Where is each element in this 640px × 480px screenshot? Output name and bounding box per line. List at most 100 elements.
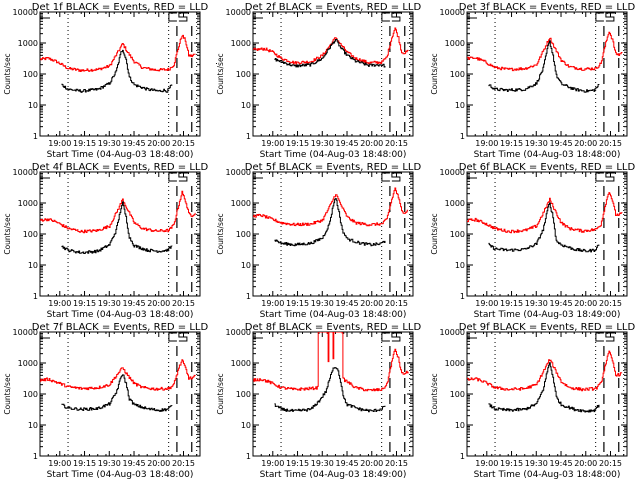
series-lld-line	[467, 192, 623, 234]
x-tick-label: 20:00	[147, 459, 170, 468]
x-tick-label: 19:30	[525, 459, 548, 468]
x-tick-label: 20:00	[147, 139, 170, 148]
x-tick-label: 20:00	[574, 299, 597, 308]
y-tick-label: 100	[23, 70, 38, 79]
x-axis-label: Start Time (04-Aug-03 18:48:00)	[47, 150, 194, 160]
panel-title: Det 1f BLACK = Events, RED = LLD	[32, 2, 209, 13]
e-marker-bracket	[381, 332, 390, 342]
x-tick-label: 19:45	[335, 459, 358, 468]
y-tick-label: 100	[236, 390, 251, 399]
y-tick-label: 10000	[226, 168, 251, 177]
x-tick-label: 19:30	[311, 139, 334, 148]
plot-frame	[466, 171, 628, 297]
x-axis-label: Start Time (04-Aug-03 18:49:00)	[260, 470, 407, 480]
x-tick-label: 19:00	[48, 139, 71, 148]
series-events-line	[488, 40, 600, 93]
x-tick-label: 19:45	[549, 299, 572, 308]
y-axis-label: Counts/sec	[3, 213, 12, 254]
e-marker-bracket	[168, 332, 177, 342]
x-tick-label: 19:30	[98, 459, 121, 468]
series-lld-line	[40, 190, 196, 234]
y-tick-label: 10	[241, 101, 251, 110]
y-tick-label: 10	[28, 261, 38, 270]
stray-dot	[216, 63, 217, 64]
series-group	[40, 190, 196, 254]
x-axis-label: Start Time (04-Aug-03 18:48:00)	[260, 310, 407, 320]
y-tick-label: 1	[33, 452, 38, 461]
x-tick-label: 19:15	[73, 299, 96, 308]
panel-det-7f: Det 7f BLACK = Events, RED = LLD 1 10 100 10…	[3, 322, 208, 480]
x-axis-label: Start Time (04-Aug-03 18:48:00)	[47, 470, 194, 480]
y-tick-label: 10000	[440, 328, 465, 337]
series-lld-line	[40, 359, 196, 391]
e-marker-bracket	[381, 172, 390, 182]
s-marker-bracket	[605, 332, 615, 342]
y-tick-label: 100	[236, 230, 251, 239]
e-marker-bracket	[168, 12, 177, 22]
x-tick-label: 19:30	[525, 299, 548, 308]
plot-frame	[252, 171, 414, 297]
plot-frame	[466, 11, 628, 137]
x-tick-label: 19:00	[261, 299, 284, 308]
series-group	[467, 31, 623, 93]
y-tick-label: 10	[455, 101, 465, 110]
series-events-line	[61, 49, 173, 93]
panel-title: Det 4f BLACK = Events, RED = LLD	[32, 162, 209, 173]
y-tick-label: 10	[241, 421, 251, 430]
series-events-line	[488, 362, 600, 413]
x-tick-label: 20:15	[172, 139, 195, 148]
x-tick-label: 20:00	[360, 139, 383, 148]
y-axis-label: Counts/sec	[216, 213, 225, 254]
panel-det-9f: Det 9f BLACK = Events, RED = LLD 1 10 100 10…	[430, 322, 635, 480]
y-tick-label: 1	[246, 132, 251, 141]
s-marker-bracket	[605, 12, 615, 22]
x-tick-label: 19:30	[98, 299, 121, 308]
x-tick-label: 19:45	[549, 139, 572, 148]
series-lld-line	[40, 34, 196, 72]
x-axis-label: Start Time (04-Aug-03 18:48:00)	[474, 470, 621, 480]
y-tick-label: 10	[455, 421, 465, 430]
x-tick-label: 19:30	[525, 139, 548, 148]
panel-det-2f: Det 2f BLACK = Events, RED = LLD 1 10 100 10…	[216, 2, 421, 160]
s-marker-bracket	[391, 12, 401, 22]
e-marker-bracket	[381, 12, 390, 22]
x-tick-label: 20:00	[574, 139, 597, 148]
x-tick-label: 19:00	[261, 139, 284, 148]
y-tick-label: 1	[460, 452, 465, 461]
y-tick-label: 10	[241, 261, 251, 270]
x-tick-label: 19:15	[73, 139, 96, 148]
y-tick-label: 1000	[18, 199, 38, 208]
series-lld-line	[253, 187, 409, 227]
y-tick-label: 10000	[13, 8, 38, 17]
x-tick-label: 19:15	[286, 139, 309, 148]
y-tick-label: 100	[23, 230, 38, 239]
y-axis-label: Counts/sec	[3, 53, 12, 94]
x-axis-label: Start Time (04-Aug-03 18:49:00)	[474, 310, 621, 320]
series-events-line	[274, 198, 386, 247]
s-marker-bracket	[391, 332, 401, 342]
y-tick-label: 1	[460, 292, 465, 301]
series-group	[40, 34, 196, 93]
series-lld-line	[467, 350, 623, 392]
panel-title: Det 2f BLACK = Events, RED = LLD	[245, 2, 422, 13]
panel-title: Det 3f BLACK = Events, RED = LLD	[459, 2, 636, 13]
e-marker-bracket	[595, 12, 604, 22]
x-tick-label: 19:00	[261, 459, 284, 468]
y-tick-label: 10000	[226, 328, 251, 337]
y-tick-label: 100	[450, 230, 465, 239]
x-tick-label: 19:00	[475, 299, 498, 308]
y-tick-label: 100	[23, 390, 38, 399]
panel-det-8f: Det 8f BLACK = Events, RED = LLD 1 10 100 10…	[216, 322, 421, 480]
x-tick-label: 20:15	[385, 139, 408, 148]
series-group	[40, 359, 196, 412]
y-tick-label: 1	[246, 452, 251, 461]
panel-det-4f: Det 4f BLACK = Events, RED = LLD 1 10 100 10…	[3, 162, 208, 320]
e-marker-bracket	[168, 172, 177, 182]
series-group	[253, 332, 409, 413]
y-tick-label: 10000	[440, 168, 465, 177]
s-marker-bracket	[178, 172, 188, 182]
y-tick-label: 10000	[226, 8, 251, 17]
x-tick-label: 19:45	[335, 299, 358, 308]
y-tick-label: 1	[33, 292, 38, 301]
y-axis-label: Counts/sec	[216, 373, 225, 414]
